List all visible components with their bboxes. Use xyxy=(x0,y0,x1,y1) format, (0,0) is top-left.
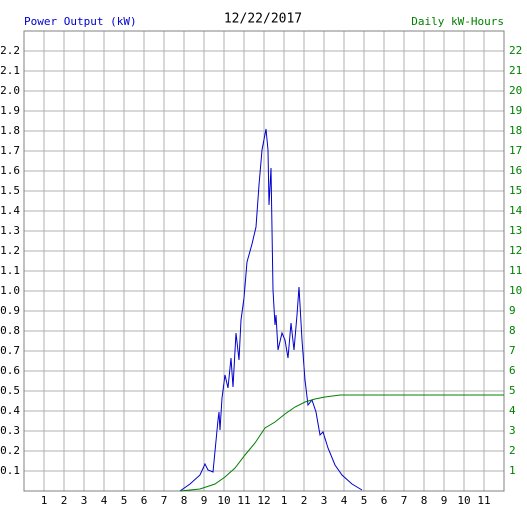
x-tick-label: 8 xyxy=(181,494,188,507)
y2-tick-label: 5 xyxy=(509,384,516,397)
y2-tick-label: 7 xyxy=(509,344,516,357)
y-tick-label: 0.4 xyxy=(0,404,20,417)
y2-tick-label: 2 xyxy=(509,444,516,457)
y-tick-label: 2.2 xyxy=(0,44,20,57)
y-tick-label: 0.2 xyxy=(0,444,20,457)
series-line xyxy=(179,128,363,492)
y-tick-label: 0.8 xyxy=(0,324,20,337)
x-tick-label: 6 xyxy=(141,494,148,507)
y-tick-label: 1.3 xyxy=(0,224,20,237)
x-tick-label: 3 xyxy=(321,494,328,507)
chart-title: 12/22/2017 xyxy=(224,12,302,27)
x-tick-label: 1 xyxy=(281,494,288,507)
x-tick-label: 2 xyxy=(61,494,68,507)
x-tick-label: 4 xyxy=(101,494,108,507)
y-tick-label: 1.1 xyxy=(0,264,20,277)
y-tick-label: 1.6 xyxy=(0,164,20,177)
series-line xyxy=(179,394,504,492)
y2-tick-label: 14 xyxy=(509,204,523,217)
y2-tick-label: 20 xyxy=(509,84,522,97)
y-tick-label: 0.1 xyxy=(0,464,20,477)
y2-tick-label: 17 xyxy=(509,144,522,157)
y-tick-label: 1.7 xyxy=(0,144,20,157)
plot-frame xyxy=(23,30,505,492)
x-tick-label: 10 xyxy=(217,494,230,507)
x-tick-label: 7 xyxy=(161,494,168,507)
x-tick-label: 8 xyxy=(421,494,428,507)
y-tick-label: 1.2 xyxy=(0,244,20,257)
y2-tick-label: 11 xyxy=(509,264,522,277)
y2-tick-label: 3 xyxy=(509,424,516,437)
y-tick-label: 1.9 xyxy=(0,104,20,117)
y2-axis-label: Daily kW-Hours xyxy=(411,15,504,28)
x-tick-label: 1 xyxy=(41,494,48,507)
y-tick-label: 1.4 xyxy=(0,204,20,217)
y2-tick-label: 10 xyxy=(509,284,522,297)
x-tick-label: 9 xyxy=(441,494,448,507)
x-tick-label: 6 xyxy=(381,494,388,507)
x-tick-label: 4 xyxy=(341,494,348,507)
y2-tick-label: 6 xyxy=(509,364,516,377)
x-tick-label: 5 xyxy=(121,494,128,507)
y2-tick-label: 9 xyxy=(509,304,516,317)
y2-tick-label: 15 xyxy=(509,184,522,197)
x-tick-label: 3 xyxy=(81,494,88,507)
y-axis-label: Power Output (kW) xyxy=(24,15,137,28)
y2-tick-label: 16 xyxy=(509,164,522,177)
y2-tick-label: 12 xyxy=(509,244,522,257)
x-tick-label: 12 xyxy=(257,494,270,507)
y-tick-label: 0.3 xyxy=(0,424,20,437)
y2-tick-label: 19 xyxy=(509,104,522,117)
x-tick-label: 11 xyxy=(237,494,250,507)
y2-tick-label: 1 xyxy=(509,464,516,477)
y-tick-label: 1.5 xyxy=(0,184,20,197)
y-tick-label: 2.0 xyxy=(0,84,20,97)
x-tick-label: 2 xyxy=(301,494,308,507)
y2-tick-label: 18 xyxy=(509,124,522,137)
y2-tick-label: 13 xyxy=(509,224,522,237)
y2-tick-label: 21 xyxy=(509,64,522,77)
y-tick-label: 1.0 xyxy=(0,284,20,297)
x-tick-label: 5 xyxy=(361,494,368,507)
x-tick-label: 11 xyxy=(477,494,490,507)
x-tick-label: 9 xyxy=(201,494,208,507)
x-tick-label: 7 xyxy=(401,494,408,507)
y2-tick-label: 8 xyxy=(509,324,516,337)
y-tick-label: 0.5 xyxy=(0,384,20,397)
y-tick-label: 0.9 xyxy=(0,304,20,317)
y-tick-label: 0.6 xyxy=(0,364,20,377)
y-tick-label: 1.8 xyxy=(0,124,20,137)
y-tick-label: 2.1 xyxy=(0,64,20,77)
y2-tick-label: 4 xyxy=(509,404,516,417)
x-tick-label: 10 xyxy=(457,494,470,507)
y2-tick-label: 22 xyxy=(509,44,522,57)
y-tick-label: 0.7 xyxy=(0,344,20,357)
